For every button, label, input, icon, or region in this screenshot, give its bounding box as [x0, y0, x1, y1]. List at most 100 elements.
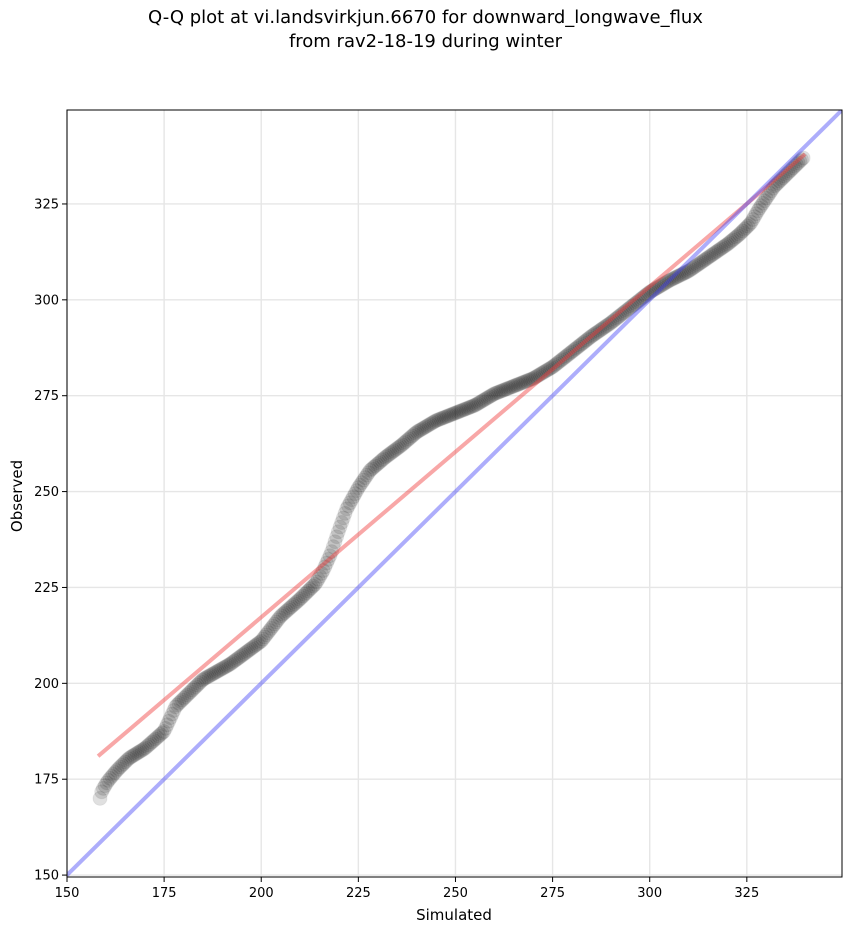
quantile-point — [619, 302, 635, 318]
quantile-point — [451, 404, 467, 420]
quantile-point — [752, 200, 768, 216]
x-tick-label: 200 — [249, 886, 274, 901]
quantile-point — [728, 229, 744, 245]
quantile-point — [540, 362, 556, 378]
plot-frame — [66, 109, 843, 878]
quantile-point — [253, 633, 269, 649]
quantile-point — [787, 158, 803, 174]
quantile-point — [209, 663, 225, 679]
quantile-point — [206, 665, 222, 681]
quantile-point — [179, 687, 195, 703]
quantile-point — [443, 407, 459, 423]
quantile-point — [169, 697, 185, 713]
quantile-point — [414, 421, 430, 437]
quantile-point — [335, 510, 351, 526]
quantile-point — [216, 660, 232, 676]
quantile-point — [678, 264, 694, 280]
quantile-point — [97, 778, 113, 794]
quantile-point — [228, 652, 244, 668]
quantile-point — [636, 289, 652, 305]
quantile-point — [241, 642, 257, 658]
quantile-point — [757, 193, 773, 209]
quantile-point — [631, 293, 647, 309]
quantile-point — [590, 323, 606, 339]
quantile-point — [607, 311, 623, 327]
quantile-point — [575, 335, 591, 351]
quantile-point — [639, 286, 655, 302]
quantile-point — [371, 455, 387, 471]
quantile-point — [132, 743, 148, 759]
quantile-point — [391, 439, 407, 455]
quantile-point — [550, 355, 566, 371]
quantile-point — [262, 623, 278, 639]
quantile-point — [674, 266, 690, 282]
quantile-point — [646, 282, 662, 298]
quantile-point — [537, 364, 553, 380]
quantile-point — [429, 412, 445, 428]
quantile-point — [624, 298, 640, 314]
quantile-point — [740, 218, 756, 234]
quantile-point — [444, 406, 460, 422]
quantile-point — [293, 590, 309, 606]
quantile-point — [174, 692, 190, 708]
quantile-point — [684, 260, 700, 276]
quantile-point — [538, 363, 554, 379]
quantile-point — [137, 740, 153, 756]
quantile-point — [233, 648, 249, 664]
quantile-point — [223, 656, 239, 672]
quantile-point — [277, 605, 293, 621]
quantile-point — [562, 345, 578, 361]
quantile-point — [251, 634, 267, 650]
quantile-point — [718, 237, 734, 253]
quantile-point — [265, 618, 281, 634]
quantile-point — [518, 373, 534, 389]
quantile-point — [166, 702, 182, 718]
quantile-point — [100, 772, 116, 788]
quantile-point — [141, 737, 157, 753]
regression-line — [96, 152, 807, 758]
quantile-point — [116, 756, 132, 772]
quantile-point — [325, 539, 341, 555]
quantile-point — [354, 475, 370, 491]
quantile-point — [267, 616, 283, 632]
x-tick-label: 250 — [443, 886, 468, 901]
quantile-point — [577, 333, 593, 349]
quantile-point — [330, 524, 346, 540]
quantile-point — [763, 183, 779, 199]
quantile-point — [366, 459, 382, 475]
quantile-point — [790, 155, 806, 171]
quantile-point — [201, 668, 217, 684]
quantile-point — [126, 747, 142, 763]
quantile-point — [117, 754, 133, 770]
quantile-point — [273, 608, 289, 624]
quantile-point — [121, 751, 137, 767]
quantile-point — [156, 724, 172, 740]
quantile-point — [295, 588, 311, 604]
quantile-point — [606, 313, 622, 329]
quantile-point — [345, 489, 361, 505]
quantile-point — [632, 292, 648, 308]
grid — [66, 110, 842, 877]
quantile-point — [127, 746, 143, 762]
quantile-point — [384, 444, 400, 460]
quantile-point — [668, 269, 684, 285]
quantile-point — [758, 190, 774, 206]
quantile-point — [653, 278, 669, 294]
quantile-point — [372, 454, 388, 470]
quantile-point — [324, 544, 340, 560]
quantile-point — [178, 689, 194, 705]
quantile-point — [627, 296, 643, 312]
quantile-point — [567, 341, 583, 357]
quantile-point — [184, 682, 200, 698]
quantile-point — [520, 373, 536, 389]
quantile-point — [659, 274, 675, 290]
quantile-point — [334, 514, 350, 530]
quantile-point — [753, 198, 769, 214]
quantile-point — [669, 269, 685, 285]
quantile-point — [741, 216, 757, 232]
quantile-point — [419, 418, 435, 434]
quantile-point — [424, 415, 440, 431]
x-tick-label: 175 — [152, 886, 177, 901]
quantile-point — [651, 279, 667, 295]
quantile-point — [168, 699, 184, 715]
